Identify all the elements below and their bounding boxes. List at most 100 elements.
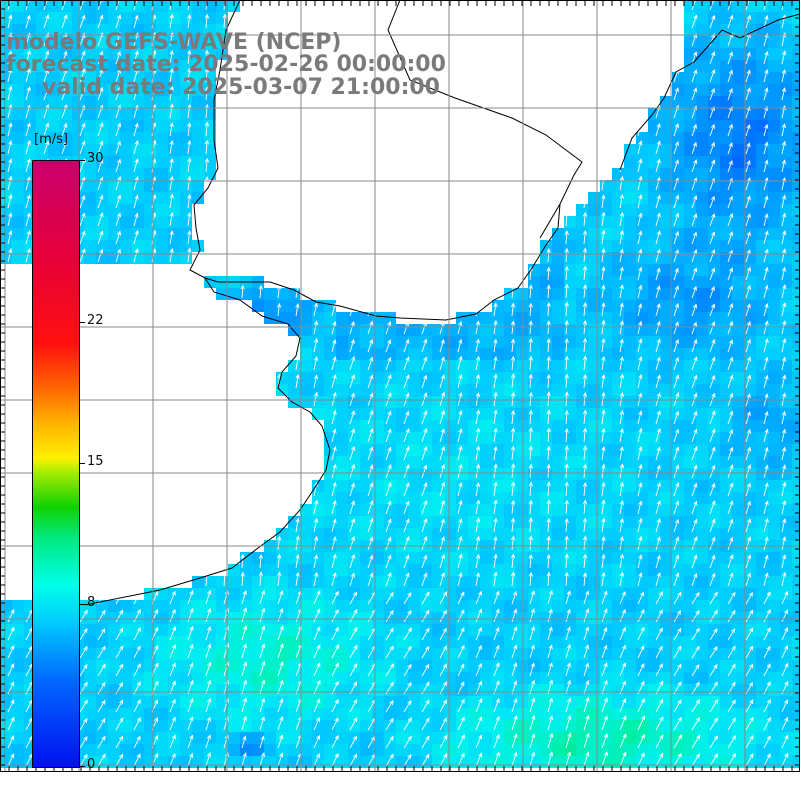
wind-speed-cell [552, 516, 564, 528]
wind-speed-cell [624, 300, 636, 312]
wind-speed-cell [252, 696, 264, 708]
wind-speed-cell [312, 708, 324, 720]
wind-arrow [97, 140, 104, 155]
wind-arrow [745, 536, 752, 551]
wind-speed-cell [708, 288, 720, 300]
wind-speed-cell [564, 648, 576, 660]
wind-speed-cell [12, 120, 24, 132]
wind-arrow [582, 284, 588, 299]
wind-speed-cell [72, 120, 84, 132]
wind-speed-cell [648, 276, 660, 288]
wind-speed-cell [684, 348, 696, 360]
wind-speed-cell [516, 348, 528, 360]
wind-speed-cell [672, 456, 684, 468]
wind-arrow [510, 302, 516, 317]
wind-speed-cell [732, 660, 744, 672]
wind-speed-cell [768, 144, 780, 156]
wind-arrow [439, 536, 445, 551]
wind-arrow [385, 410, 392, 425]
wind-speed-cell [672, 204, 684, 216]
wind-speed-cell [732, 48, 744, 60]
wind-speed-cell [420, 744, 432, 756]
wind-speed-cell [288, 756, 300, 768]
wind-speed-cell [480, 396, 492, 408]
wind-speed-cell [516, 432, 528, 444]
wind-speed-cell [576, 684, 588, 696]
wind-arrow [546, 338, 551, 353]
wind-speed-cell [696, 132, 708, 144]
wind-speed-cell [48, 132, 60, 144]
wind-speed-cell [768, 108, 780, 120]
wind-speed-cell [768, 696, 780, 708]
wind-speed-cell [768, 648, 780, 660]
wind-arrow [511, 590, 518, 605]
wind-arrow [457, 499, 463, 515]
wind-arrow [367, 536, 374, 551]
wind-arrow [637, 535, 643, 551]
wind-speed-cell [744, 180, 756, 192]
wind-speed-cell [396, 420, 408, 432]
wind-arrow [619, 355, 624, 371]
wind-speed-cell [768, 96, 780, 108]
wind-speed-cell [768, 324, 780, 336]
wind-arrow [781, 590, 789, 605]
wind-speed-cell [732, 444, 744, 456]
wind-speed-cell [372, 372, 384, 384]
wind-speed-cell [744, 552, 756, 564]
wind-arrow [763, 141, 769, 155]
wind-arrow [439, 499, 446, 515]
wind-arrow [745, 518, 752, 533]
wind-speed-cell [696, 228, 708, 240]
wind-speed-cell [672, 756, 684, 768]
wind-speed-cell [660, 576, 672, 588]
wind-speed-cell [528, 744, 540, 756]
wind-speed-cell [24, 60, 36, 72]
wind-arrow [601, 553, 606, 569]
wind-speed-cell [648, 168, 660, 180]
wind-speed-cell [444, 624, 456, 636]
wind-speed-cell [180, 180, 192, 192]
wind-arrow [115, 0, 122, 11]
wind-speed-cell [420, 576, 432, 588]
wind-arrow [439, 554, 445, 569]
wind-arrow [637, 572, 643, 587]
wind-speed-cell [348, 552, 360, 564]
wind-arrow [673, 518, 680, 533]
wind-speed-cell [588, 732, 600, 744]
wind-speed-cell [156, 144, 168, 156]
wind-speed-cell [444, 348, 456, 360]
wind-speed-cell [420, 384, 432, 396]
wind-speed-cell [552, 300, 564, 312]
wind-arrow [565, 626, 571, 641]
wind-speed-cell [456, 720, 468, 732]
wind-speed-cell [600, 204, 612, 216]
wind-arrow [475, 445, 481, 461]
wind-speed-cell [780, 48, 792, 60]
wind-arrow [601, 266, 606, 281]
wind-arrow [546, 373, 551, 389]
wind-speed-cell [276, 576, 288, 588]
wind-arrow [763, 284, 769, 299]
wind-arrow [637, 284, 643, 299]
wind-speed-cell [324, 408, 336, 420]
wind-speed-cell [204, 672, 216, 684]
wind-speed-cell [516, 672, 528, 684]
wind-speed-cell [660, 444, 672, 456]
wind-speed-cell [324, 744, 336, 756]
wind-speed-cell [516, 468, 528, 480]
wind-arrow [493, 391, 498, 407]
wind-arrow [295, 535, 300, 551]
wind-arrow [781, 356, 787, 371]
wind-speed-cell [768, 672, 780, 684]
wind-speed-cell [732, 576, 744, 588]
wind-speed-cell [372, 444, 384, 456]
wind-arrow [510, 481, 516, 497]
wind-speed-cell [648, 336, 660, 348]
wind-speed-cell [552, 600, 564, 612]
wind-speed-cell [468, 576, 480, 588]
wind-arrow [727, 464, 734, 479]
wind-arrow [709, 33, 716, 47]
wind-speed-cell [480, 384, 492, 396]
wind-speed-cell [732, 408, 744, 420]
wind-speed-cell [324, 624, 336, 636]
